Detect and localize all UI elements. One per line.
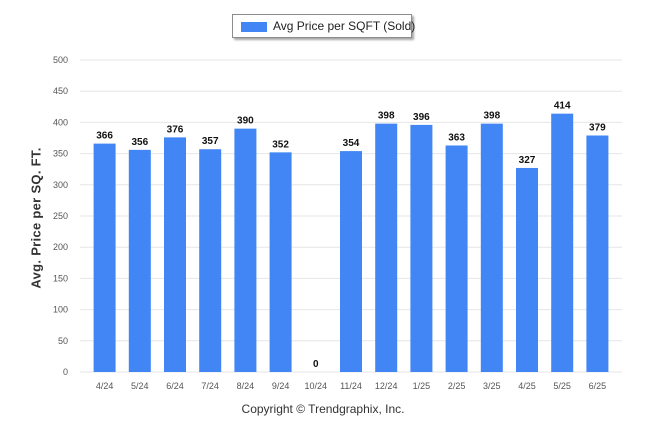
x-tick-label: 6/25 (589, 381, 607, 391)
bar (269, 152, 292, 372)
data-label: 379 (589, 123, 606, 134)
x-tick-label: 9/24 (272, 381, 290, 391)
y-tick-label: 400 (53, 117, 68, 127)
data-label: 376 (167, 124, 184, 135)
data-label: 366 (96, 131, 113, 142)
y-tick-label: 100 (53, 305, 68, 315)
data-label: 354 (343, 138, 360, 149)
x-tick-label: 1/25 (413, 381, 431, 391)
data-label: 363 (448, 132, 465, 143)
bar (340, 151, 362, 372)
data-label: 352 (272, 139, 289, 150)
bar (128, 149, 151, 372)
x-tick-label: 4/25 (518, 381, 536, 391)
bar (410, 124, 433, 372)
legend-label: Avg Price per SQFT (Sold) (273, 19, 416, 33)
x-tick-label: 6/24 (166, 381, 184, 391)
y-tick-label: 500 (53, 55, 68, 65)
y-tick-label: 250 (53, 211, 68, 221)
bar (586, 135, 609, 372)
data-label: 0 (313, 359, 319, 370)
y-axis-label: Avg. Price per SQ. FT. (28, 147, 44, 289)
bar (199, 149, 222, 372)
bar (234, 128, 257, 372)
y-tick-label: 150 (53, 273, 68, 283)
legend: Avg Price per SQFT (Sold) (232, 14, 416, 38)
data-label: 327 (519, 155, 536, 166)
bar (480, 123, 503, 372)
y-tick-label: 450 (53, 86, 68, 96)
data-label: 357 (202, 136, 219, 147)
bar (445, 145, 468, 372)
data-label: 414 (554, 101, 571, 112)
x-tick-label: 10/24 (305, 381, 328, 391)
bar (375, 123, 398, 372)
legend-swatch (241, 22, 267, 32)
x-tick-label: 11/24 (340, 381, 362, 391)
y-tick-label: 50 (58, 336, 68, 346)
x-tick-label: 3/25 (483, 381, 501, 391)
bar (516, 167, 538, 372)
x-tick-label: 8/24 (237, 381, 255, 391)
copyright-text: Copyright © Trendgraphix, Inc. (241, 402, 405, 416)
y-tick-label: 0 (63, 367, 68, 377)
data-label: 356 (131, 137, 148, 148)
x-tick-label: 5/25 (553, 381, 571, 391)
x-tick-label: 7/24 (201, 381, 219, 391)
y-tick-label: 350 (53, 149, 68, 159)
x-tick-label: 4/24 (96, 381, 114, 391)
x-tick-label: 2/25 (448, 381, 466, 391)
bar (551, 113, 574, 372)
x-tick-label: 12/24 (375, 381, 398, 391)
data-label: 390 (237, 116, 254, 127)
bar (93, 143, 116, 372)
data-label: 398 (378, 111, 395, 122)
x-tick-label: 5/24 (131, 381, 149, 391)
y-tick-label: 200 (53, 242, 68, 252)
bar (164, 137, 186, 372)
data-label: 396 (413, 112, 430, 123)
data-label: 398 (483, 111, 500, 122)
y-tick-label: 300 (53, 180, 68, 190)
